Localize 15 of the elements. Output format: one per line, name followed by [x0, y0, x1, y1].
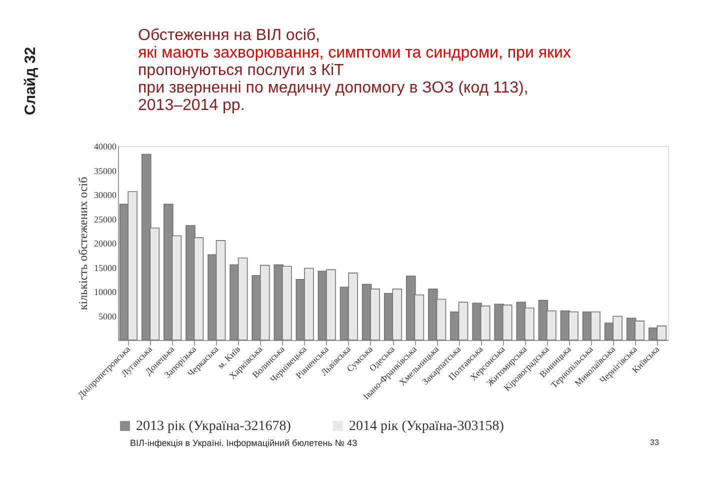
text: Слайд 32 — [22, 46, 39, 116]
text: ВІЛ-інфекція в Україні. Інформаційний бюлетень № 43 — [130, 438, 358, 448]
y-tick-label: 25000 — [94, 214, 117, 224]
y-tick-label: 35000 — [94, 166, 117, 176]
y-axis-title: кількість обстежених осіб — [76, 176, 90, 310]
y-tick-label: 10000 — [94, 287, 117, 297]
y-tick-label: 40000 — [94, 142, 117, 152]
legend-label: 2014 рік (Україна-303158) — [349, 419, 504, 434]
y-tick-label: 20000 — [94, 238, 117, 248]
chart-title: Обстеження на ВІЛ осіб, які мають захворювання, симптоми та синдроми, при яких пропонуються послуги з КіТ при зверненні по медичну допомогу в ЗОЗ (код 113), 2013–2014 рр. — [138, 26, 571, 114]
y-tick-label: 30000 — [94, 190, 117, 200]
y-tick-label: 15000 — [94, 262, 117, 273]
y-tick-label: 5000 — [98, 311, 117, 322]
legend-label: 2013 рік (Україна-321678) — [136, 419, 292, 434]
text: 33 — [650, 438, 660, 447]
